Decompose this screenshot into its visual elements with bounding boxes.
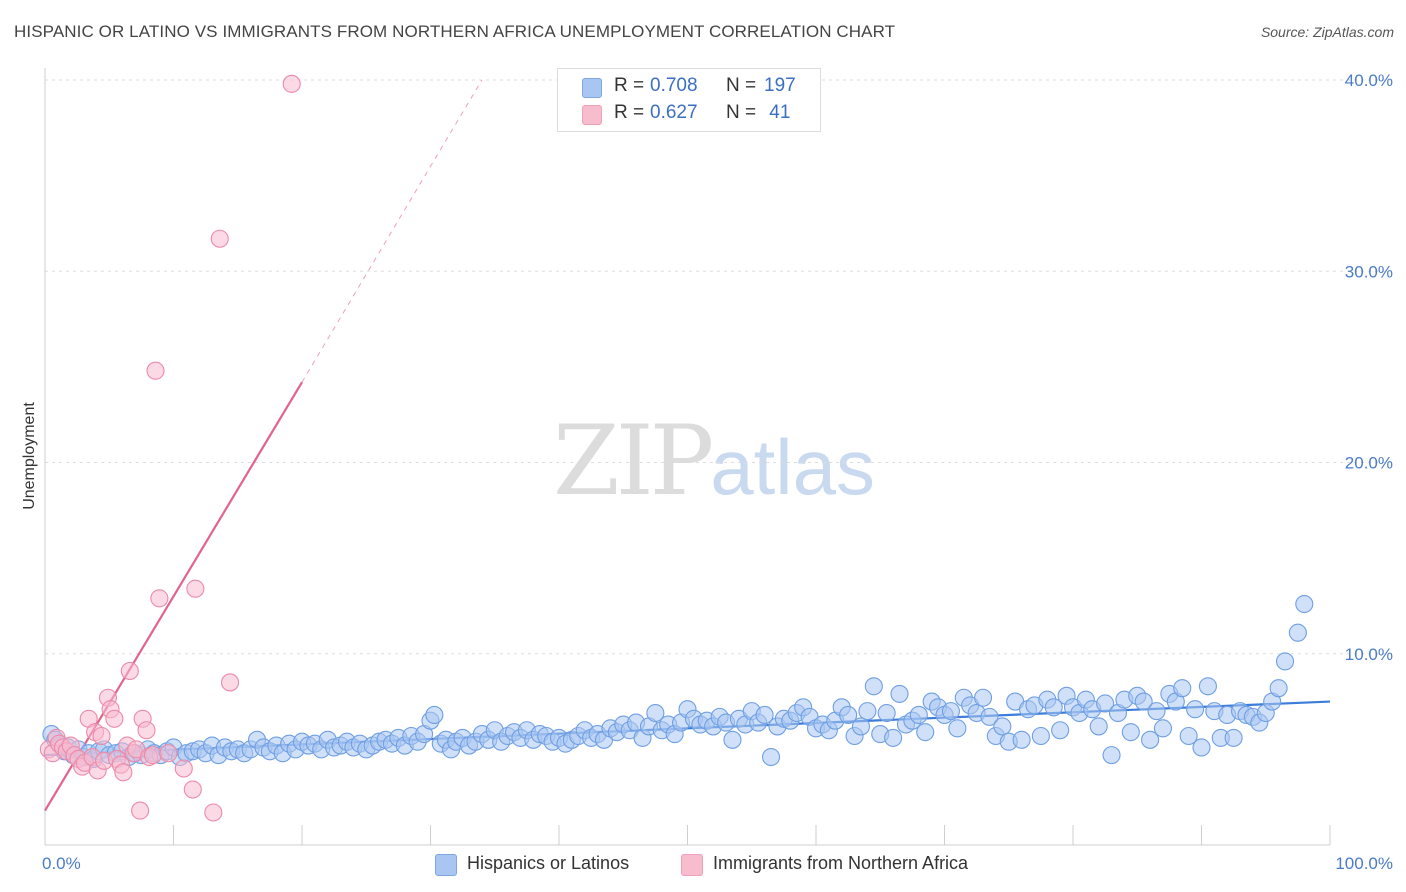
northern-africa-point	[159, 744, 178, 763]
northern-africa-point	[204, 803, 223, 822]
hispanic-point	[858, 702, 877, 721]
hispanic-point	[1295, 594, 1314, 614]
data-points	[39, 74, 1314, 822]
hispanic-point	[1224, 728, 1243, 747]
hispanic-point	[877, 703, 896, 723]
northern-africa-point	[143, 746, 162, 765]
legend-n-value: 41	[764, 102, 791, 123]
chart-title: HISPANIC OR LATINO VS IMMIGRANTS FROM NO…	[14, 22, 896, 41]
hispanic-point	[1269, 679, 1288, 698]
hispanic-point	[1012, 730, 1031, 749]
hispanic-point	[1275, 652, 1295, 671]
axis-labels: 10.0% 20.0% 30.0% 40.0% 0.0% 100.0% Unemployme…	[21, 71, 1393, 873]
watermark-atlas: atlas	[710, 423, 875, 511]
northern-africa-point	[131, 801, 150, 820]
legend-swatch-hispanic	[582, 78, 602, 98]
hispanic-point	[1096, 694, 1115, 713]
hispanic-point	[1179, 726, 1198, 746]
hispanic-point	[1186, 700, 1205, 719]
northern-africa-point	[220, 673, 240, 692]
legend-swatch-northern-africa	[582, 105, 602, 125]
hispanic-point	[1153, 719, 1172, 738]
northern-africa-point	[105, 709, 124, 728]
hispanic-point	[1198, 677, 1217, 696]
hispanic-point	[646, 703, 665, 723]
hispanic-point	[948, 719, 967, 738]
northern-africa-point	[114, 763, 133, 782]
bottom-legend-swatch-northern-africa	[681, 854, 703, 876]
hispanic-point	[1089, 717, 1108, 736]
hispanic-point	[1141, 730, 1160, 749]
hispanic-point	[909, 705, 928, 725]
hispanic-point	[1192, 738, 1211, 757]
northern-africa-trend-line	[44, 381, 303, 812]
y-tick-label: 30.0%	[1345, 262, 1393, 281]
hispanic-point	[1051, 721, 1070, 740]
northern-africa-point	[186, 579, 205, 598]
y-tick-label: 20.0%	[1345, 454, 1393, 473]
hispanic-point	[1031, 726, 1050, 746]
northern-africa-point	[210, 229, 229, 248]
hispanic-point	[851, 717, 871, 736]
hispanic-point	[1121, 723, 1140, 742]
northern-africa-point	[146, 361, 165, 380]
hispanic-point	[723, 730, 742, 749]
grid-lines	[45, 79, 1392, 655]
y-tick-label: 10.0%	[1345, 645, 1393, 664]
hispanic-point	[973, 688, 993, 707]
hispanic-point	[1288, 623, 1307, 642]
hispanic-point	[425, 705, 444, 725]
legend-box: R = 0.708 N = 197 R = 0.627 N = 41	[557, 68, 821, 132]
y-tick-label: 40.0%	[1345, 71, 1393, 90]
northern-africa-point	[92, 726, 111, 746]
northern-africa-point	[282, 74, 301, 93]
northern-africa-point	[174, 759, 193, 778]
hispanic-point	[916, 723, 935, 742]
hispanic-point	[761, 747, 781, 767]
hispanic-point	[1173, 679, 1192, 698]
hispanic-point	[864, 677, 883, 696]
legend-n-label: N =	[726, 75, 762, 96]
bottom-legend-label-hispanic: Hispanics or Latinos	[467, 853, 630, 873]
hispanic-point	[839, 705, 858, 725]
hispanic-point	[1134, 692, 1153, 711]
watermark-zip: ZIP	[553, 405, 714, 517]
hispanic-point	[1102, 746, 1121, 765]
legend-n-value: 197	[764, 75, 796, 96]
legend-r-label: R =	[614, 102, 650, 123]
hispanic-point	[1147, 702, 1166, 721]
axes	[44, 68, 1331, 846]
source-label: Source: ZipAtlas.com	[1260, 24, 1394, 40]
legend-r-value: 0.627	[650, 102, 698, 123]
northern-africa-point	[137, 721, 156, 740]
northern-africa-trend-extension	[301, 79, 483, 383]
northern-africa-point	[120, 661, 139, 681]
bottom-legend-swatch-hispanic	[435, 854, 457, 876]
x-tick-label: 100.0%	[1335, 854, 1393, 873]
legend-r-label: R =	[614, 75, 650, 96]
northern-africa-point	[150, 589, 169, 608]
legend-r-value: 0.708	[650, 75, 698, 96]
hispanic-point	[755, 705, 774, 725]
hispanic-point	[993, 717, 1012, 736]
y-axis-title: Unemployment	[21, 402, 38, 510]
hispanic-point	[884, 728, 903, 747]
watermark: ZIPatlas	[553, 405, 875, 517]
hispanic-point	[890, 684, 909, 703]
hispanic-point	[1044, 698, 1063, 717]
bottom-legend-label-northern-africa: Immigrants from Northern Africa	[713, 853, 969, 873]
x-tick-label: 0.0%	[42, 854, 81, 873]
hispanic-point	[941, 702, 960, 721]
hispanic-point	[980, 707, 999, 726]
northern-africa-point	[183, 780, 202, 799]
legend-n-label: N =	[726, 102, 762, 123]
